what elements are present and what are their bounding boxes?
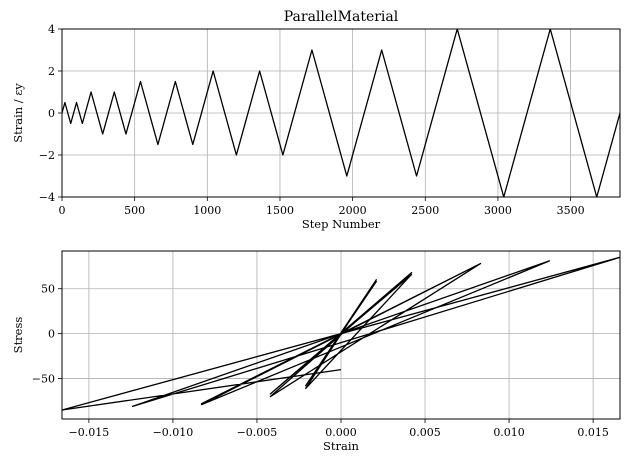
x-tick-label: 2000 — [339, 204, 367, 217]
y-axis-label: Stress — [11, 317, 25, 354]
y-tick-label: −50 — [32, 373, 55, 386]
y-tick-label: 2 — [48, 65, 55, 78]
x-tick-label: −0.015 — [69, 426, 110, 439]
data-series-line — [62, 29, 620, 197]
x-tick-label: 1000 — [193, 204, 221, 217]
x-tick-label: 0.005 — [409, 426, 441, 439]
chart-1: 0 500 1000 1500 2000 2500 3000 3500 −4 −2 0 2 4 Paral… — [11, 9, 621, 231]
y-tick-label: 50 — [41, 283, 55, 296]
x-tick-label: 0.015 — [577, 426, 609, 439]
chart-title: ParallelMaterial — [284, 9, 399, 25]
x-tick-label: 3500 — [557, 204, 585, 217]
x-axis-label: Strain — [323, 439, 360, 453]
x-axis-label: Step Number — [302, 217, 381, 231]
y-tick-label: −4 — [39, 191, 55, 204]
x-tick-label: 0 — [59, 204, 66, 217]
x-tick-label: 500 — [124, 204, 145, 217]
x-tick-label: 1500 — [266, 204, 294, 217]
chart-2: −0.015 −0.010 −0.005 0.000 0.005 0.010 0.015 −5… — [11, 250, 621, 453]
x-tick-label: −0.010 — [153, 426, 194, 439]
y-tick-label: −2 — [39, 149, 55, 162]
y-axis-label: Strain / εy — [11, 83, 25, 143]
y-tick-label: 4 — [48, 23, 55, 36]
y-tick-label: 0 — [48, 107, 55, 120]
data-series-line — [62, 256, 620, 411]
x-tick-label: 3000 — [484, 204, 512, 217]
x-tick-label: 0.000 — [325, 426, 357, 439]
x-tick-label: 2500 — [411, 204, 439, 217]
x-tick-label: 0.010 — [493, 426, 525, 439]
x-tick-label: −0.005 — [237, 426, 278, 439]
y-tick-label: 0 — [48, 328, 55, 341]
